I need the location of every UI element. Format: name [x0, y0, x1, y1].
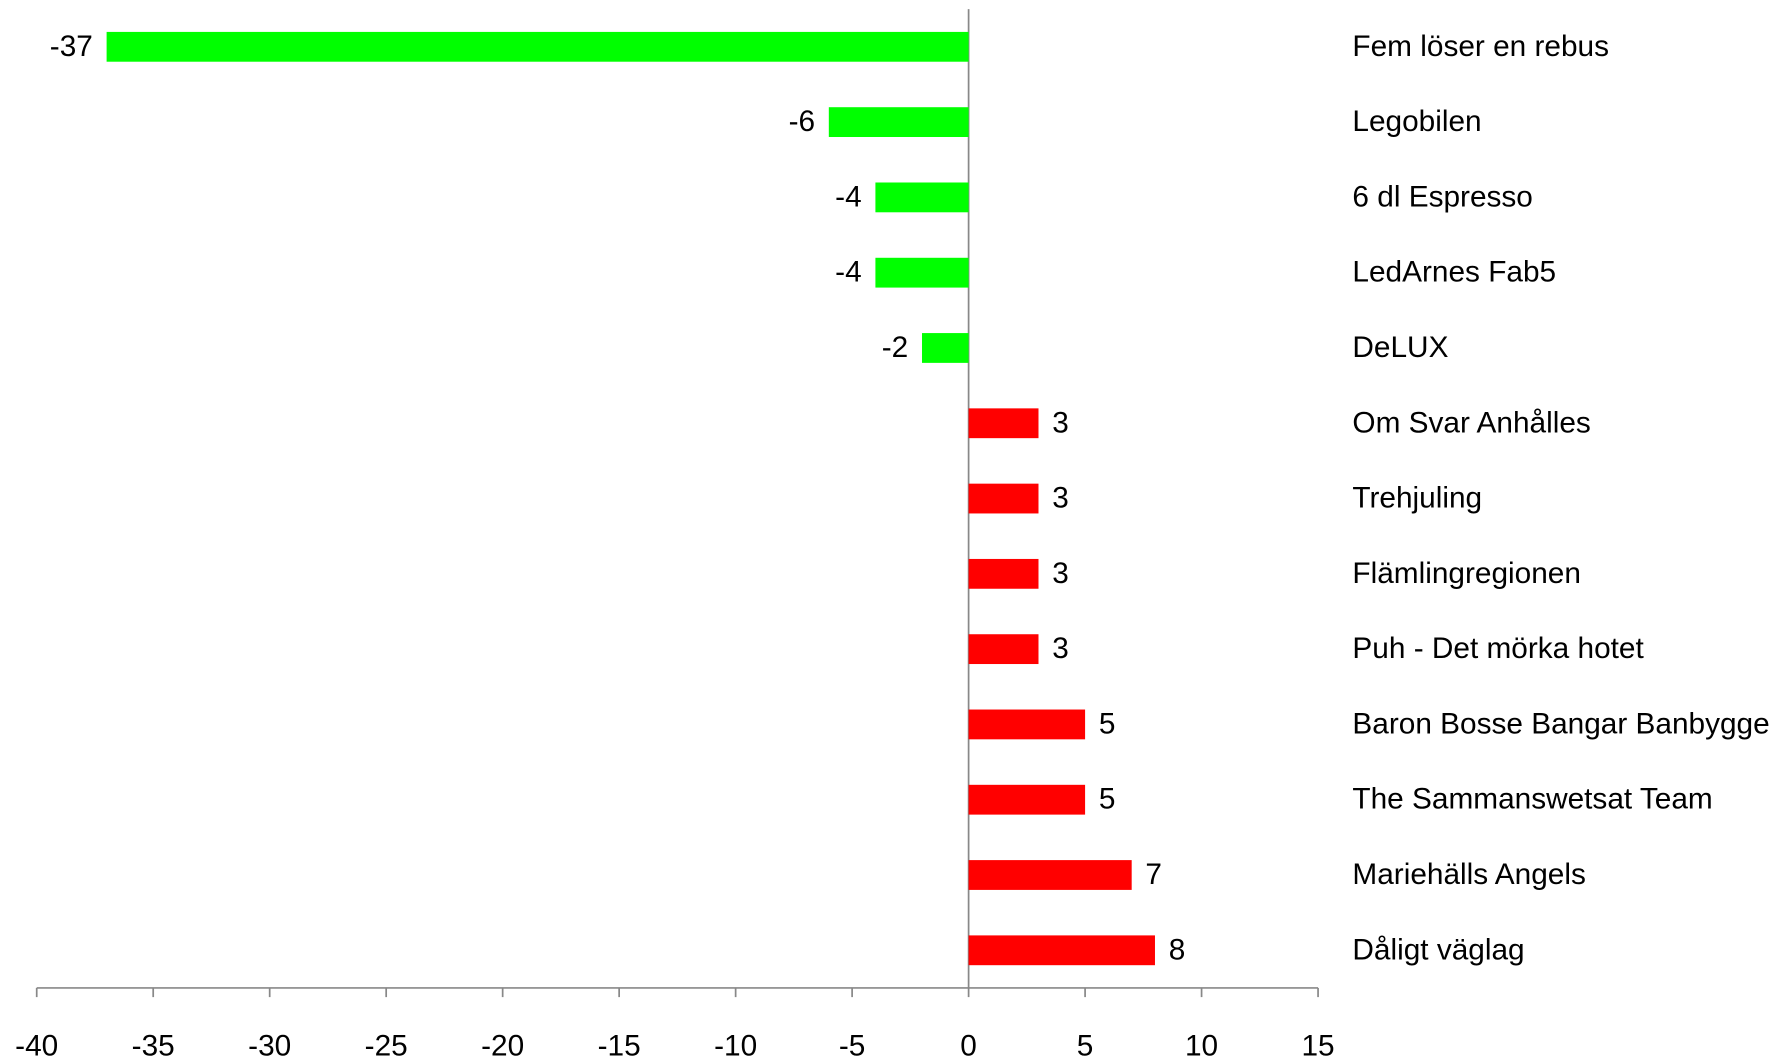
bar [968, 709, 1086, 740]
value-label: 3 [1052, 632, 1069, 665]
bar [968, 860, 1132, 890]
value-label: -6 [789, 105, 815, 138]
value-label: -4 [835, 256, 861, 289]
bar [875, 257, 969, 288]
category-label: Legobilen [1352, 105, 1481, 138]
value-label: 5 [1099, 707, 1116, 740]
x-tick-label: 0 [960, 1029, 977, 1059]
value-label: 8 [1169, 933, 1186, 966]
category-label: Om Svar Anhålles [1352, 406, 1590, 439]
bar [968, 408, 1039, 439]
bar [968, 784, 1086, 815]
value-label: 7 [1145, 858, 1162, 891]
value-label: -2 [882, 331, 908, 364]
value-label: 3 [1052, 406, 1069, 439]
bar [828, 107, 969, 138]
category-label: Mariehälls Angels [1352, 858, 1585, 891]
value-label: 3 [1052, 482, 1069, 515]
value-label: -4 [835, 180, 861, 213]
x-tick-label: 5 [1077, 1029, 1094, 1059]
value-label: 5 [1099, 783, 1116, 816]
bar [968, 558, 1039, 589]
category-label: Baron Bosse Bangar Banbygge [1352, 707, 1769, 740]
bar [106, 31, 969, 62]
x-tick-label: -10 [714, 1029, 757, 1059]
category-label: Dåligt väglag [1352, 933, 1524, 966]
x-tick-label: -30 [248, 1029, 291, 1059]
x-tick-label: 15 [1301, 1029, 1334, 1059]
value-label: -37 [50, 30, 93, 63]
bar [968, 634, 1039, 665]
bar [922, 333, 969, 363]
category-label: Puh - Det mörka hotet [1352, 632, 1644, 665]
x-tick-label: -20 [481, 1029, 524, 1059]
category-label: Trehjuling [1352, 482, 1482, 515]
bar [875, 182, 969, 213]
x-tick-label: -25 [365, 1029, 408, 1059]
value-label: 3 [1052, 557, 1069, 590]
x-tick-label: -15 [598, 1029, 641, 1059]
x-tick-label: -40 [15, 1029, 58, 1059]
category-label: Flämlingregionen [1352, 557, 1580, 590]
category-label: The Sammanswetsat Team [1352, 783, 1712, 816]
x-tick-label: -5 [839, 1029, 865, 1059]
x-tick-label: -35 [132, 1029, 175, 1059]
x-tick-label: 10 [1185, 1029, 1218, 1059]
bar [968, 935, 1155, 966]
category-label: DeLUX [1352, 331, 1448, 364]
category-label: Fem löser en rebus [1352, 30, 1609, 63]
category-label: LedArnes Fab5 [1352, 256, 1556, 289]
category-label: 6 dl Espresso [1352, 180, 1532, 213]
bar [968, 483, 1039, 514]
